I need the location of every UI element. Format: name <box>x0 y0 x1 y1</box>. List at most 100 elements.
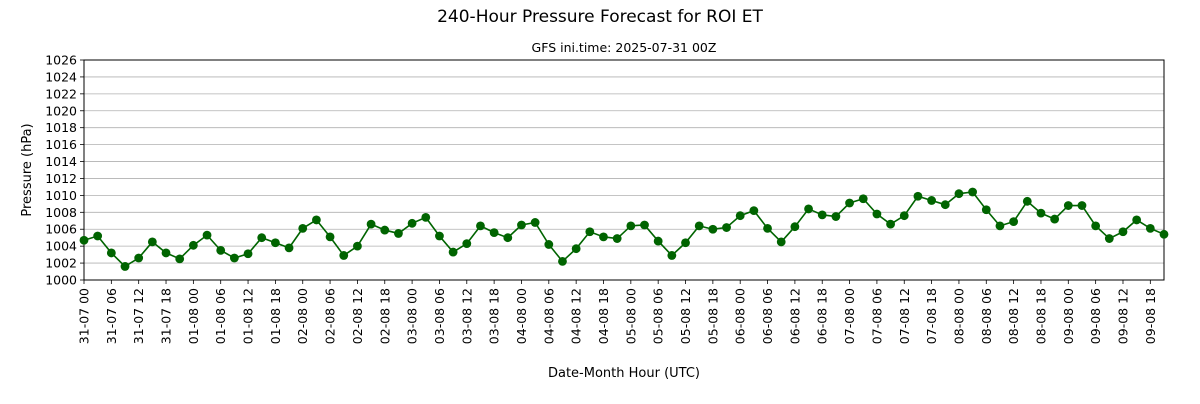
x-tick-label: 01-08 12 <box>241 288 256 344</box>
y-axis-label: Pressure (hPa) <box>20 123 35 216</box>
series-layer <box>79 187 1169 271</box>
pressure-data-point <box>1159 229 1169 239</box>
x-tick-label: 07-08 00 <box>842 288 857 344</box>
pressure-data-point <box>366 219 376 229</box>
x-tick-label: 02-08 06 <box>323 288 338 344</box>
pressure-data-point <box>776 237 786 247</box>
x-tick-label: 31-07 12 <box>131 288 146 344</box>
x-tick-label: 05-08 00 <box>623 288 638 344</box>
y-tick-label: 1012 <box>45 171 77 186</box>
pressure-data-point <box>93 231 103 241</box>
pressure-data-point <box>257 233 267 243</box>
pressure-data-point <box>270 238 280 248</box>
pressure-data-point <box>667 251 677 260</box>
pressure-data-point <box>175 254 185 264</box>
x-tick-label: 04-08 06 <box>541 288 556 344</box>
pressure-data-point <box>708 224 718 234</box>
pressure-data-point <box>407 218 417 228</box>
y-tick-label: 1016 <box>45 137 77 152</box>
x-tick-label: 05-08 12 <box>678 288 693 344</box>
pressure-data-point <box>804 204 813 214</box>
y-tick-label: 1024 <box>45 69 77 84</box>
x-tick-label: 03-08 00 <box>405 288 420 344</box>
y-tick-label: 1008 <box>45 205 77 220</box>
grid-layer <box>84 59 1164 281</box>
y-tick-label: 1026 <box>45 53 77 68</box>
x-tick-label: 05-08 06 <box>651 288 666 344</box>
y-tick-label: 1006 <box>45 222 77 237</box>
x-tick-label: 03-08 12 <box>459 288 474 344</box>
pressure-data-point <box>640 220 649 230</box>
pressure-data-point <box>79 235 89 245</box>
pressure-data-point <box>1022 196 1032 206</box>
y-tick-label: 1022 <box>45 86 77 101</box>
pressure-data-point <box>530 218 540 227</box>
pressure-data-point <box>476 221 485 231</box>
pressure-data-point <box>927 196 936 205</box>
pressure-data-point <box>325 232 335 242</box>
y-tick-label: 1010 <box>45 188 77 203</box>
pressure-data-point <box>1036 208 1046 218</box>
pressure-data-point <box>612 234 622 243</box>
pressure-data-point <box>435 231 444 241</box>
pressure-data-point <box>981 205 991 215</box>
y-tick-label: 1018 <box>45 120 77 135</box>
pressure-data-point <box>694 221 704 231</box>
x-tick-label: 04-08 00 <box>514 288 529 344</box>
x-tick-label: 06-08 18 <box>815 288 830 344</box>
pressure-data-point <box>940 200 950 210</box>
pressure-data-point <box>858 194 868 204</box>
pressure-data-point <box>845 198 854 208</box>
pressure-data-point <box>1050 214 1060 224</box>
y-tick-label: 1014 <box>45 154 77 169</box>
pressure-data-point <box>626 221 636 231</box>
x-tick-label: 02-08 12 <box>350 288 365 344</box>
pressure-data-point <box>722 223 731 232</box>
pressure-data-point <box>284 243 294 253</box>
pressure-data-point <box>106 248 116 258</box>
pressure-data-point <box>380 225 390 235</box>
pressure-data-point <box>599 232 608 242</box>
pressure-data-point <box>872 209 882 219</box>
x-tick-label: 07-08 06 <box>869 288 884 344</box>
x-tick-label: 05-08 18 <box>705 288 720 344</box>
pressure-data-point <box>216 245 226 255</box>
x-tick-label: 02-08 18 <box>377 288 392 344</box>
pressure-data-point <box>312 215 321 225</box>
x-tick-label: 31-07 00 <box>77 288 92 344</box>
pressure-data-point <box>1077 201 1087 210</box>
x-tick-label: 01-08 06 <box>213 288 228 344</box>
pressure-data-point <box>1145 223 1155 233</box>
pressure-data-point <box>489 228 499 238</box>
x-tick-label: 08-08 06 <box>979 288 994 344</box>
pressure-data-point <box>1118 227 1128 237</box>
pressure-data-point <box>1104 234 1114 243</box>
pressure-data-point <box>558 256 567 266</box>
chart-subtitle: GFS ini.time: 2025-07-31 00Z <box>532 40 717 55</box>
y-tick-label: 1020 <box>45 103 77 118</box>
pressure-data-point <box>954 189 964 199</box>
pressure-data-point <box>120 262 130 271</box>
pressure-data-point <box>229 253 239 263</box>
x-tick-label: 08-08 12 <box>1006 288 1021 344</box>
pressure-data-point <box>1132 215 1142 225</box>
y-tick-label: 1004 <box>45 239 77 254</box>
axes-layer: 1000 1002 1004 1006 1008 1010 1012 1014 1016 1018… <box>45 53 1165 344</box>
pressure-data-point <box>339 251 349 260</box>
pressure-data-point <box>1009 217 1019 227</box>
pressure-data-point <box>1063 201 1073 210</box>
x-tick-label: 09-08 18 <box>1143 288 1158 344</box>
pressure-data-point <box>763 223 772 233</box>
x-axis-label: Date-Month Hour (UTC) <box>548 366 700 381</box>
pressure-data-point <box>817 210 827 220</box>
pressure-data-point <box>749 206 759 216</box>
x-tick-label: 07-08 12 <box>897 288 912 344</box>
pressure-data-point <box>161 248 171 258</box>
y-tick-label: 1002 <box>45 256 77 271</box>
chart-title: 240-Hour Pressure Forecast for ROI ET <box>437 7 763 27</box>
x-tick-label: 01-08 18 <box>268 288 283 344</box>
pressure-data-point <box>188 240 198 250</box>
pressure-data-point <box>353 241 362 251</box>
